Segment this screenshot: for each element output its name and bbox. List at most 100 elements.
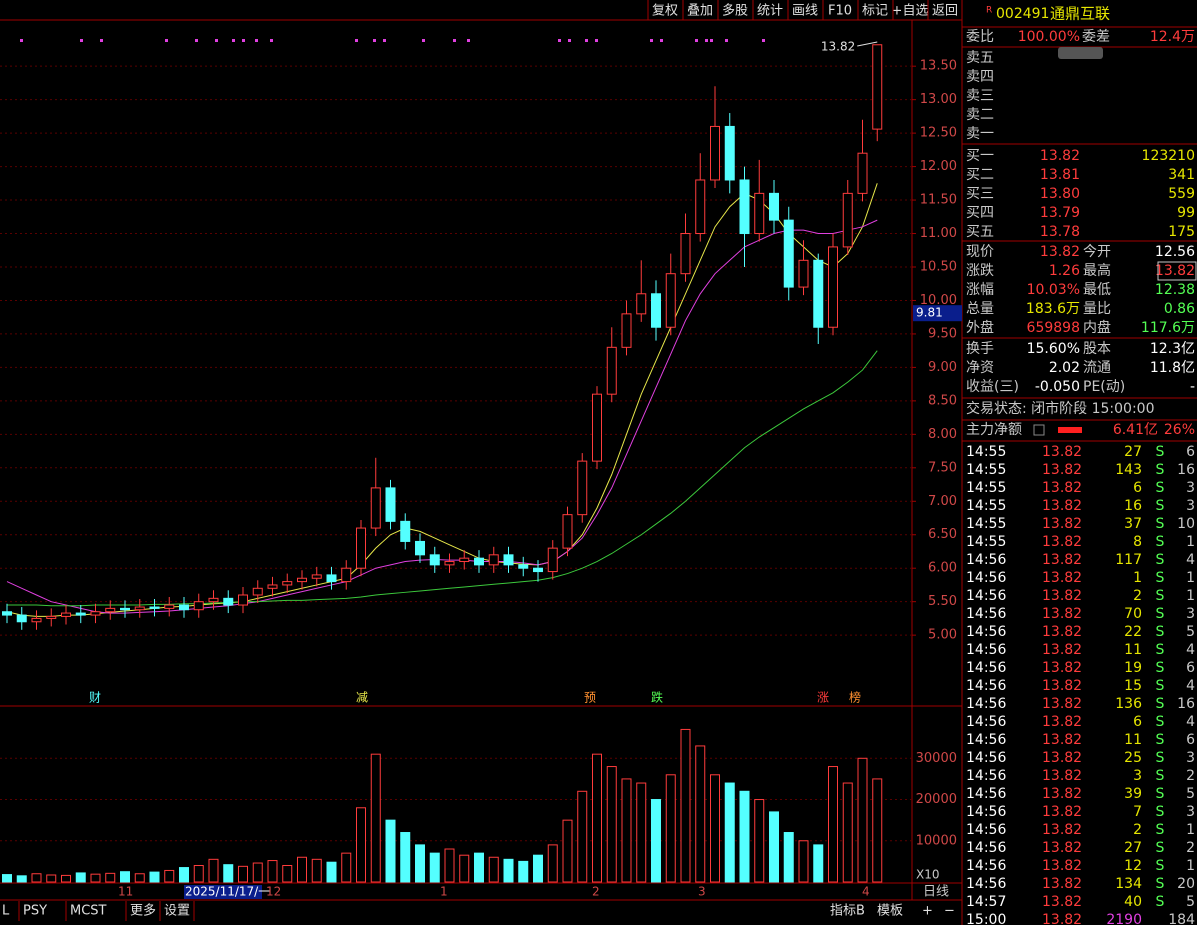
quote-cell: 13.79 [1040,205,1080,221]
toolbar-button[interactable]: 画线 [792,4,818,19]
toolbar-button[interactable]: 多股 [722,3,748,19]
quote-cell: 184 [1168,912,1195,925]
y-tick-label: 5.50 [928,594,957,609]
marker-dot [422,39,425,42]
quote-cell: 14:55 [966,462,1006,478]
quote-cell: 12.56 [1155,244,1195,260]
y-tick-label: 12.50 [920,126,957,141]
quote-cell: 14:56 [966,876,1006,892]
candle-body [311,574,322,579]
candle-body [267,584,278,589]
quote-cell: S [1156,606,1165,622]
toolbar-button[interactable]: 标记 [862,4,888,19]
quote-cell: 6.41亿 [1113,422,1158,438]
period-label[interactable]: 日线 [923,885,949,900]
quote-cell: 外盘 [966,319,994,336]
quote-cell: 117 [1115,552,1142,568]
quote-cell: 16 [1177,462,1195,478]
volume-bar [459,854,470,883]
quote-cell: 3 [1186,480,1195,496]
bottom-right-tab[interactable]: 模板 [877,904,903,919]
quote-cell: 13.81 [1040,167,1080,183]
quote-cell: 14:56 [966,750,1006,766]
stock-code: 002491 [996,6,1049,22]
candle-body [75,612,86,616]
y-tick-label: 5.00 [928,628,957,643]
volume-bar [503,858,514,883]
y-tick-label: 13.00 [920,92,957,107]
candle-body [208,597,219,603]
quote-cell: 7 [1133,804,1142,820]
candle-body [533,567,543,573]
quote-cell: 14:56 [966,642,1006,658]
bottom-right-tab[interactable]: − [944,904,955,919]
quote-cell: 13.78 [1040,224,1080,240]
volume-bar [297,856,307,883]
volume-bar [341,852,352,883]
volume-bar [223,864,234,883]
quote-cell: 2 [1133,822,1142,838]
quote-cell: 最低 [1083,282,1111,298]
quote-cell: 14:56 [966,714,1006,730]
candle-body [297,577,307,583]
y-tick-label: 20000 [916,792,957,807]
volume-bar [75,872,86,883]
quote-cell: 136 [1115,696,1142,712]
volume-bar [415,844,425,883]
toolbar-button[interactable]: 叠加 [687,4,713,19]
candle-body [547,547,558,573]
quote-cell: 涨幅 [966,282,994,298]
volume-bar [385,819,396,883]
candle-body [223,597,234,606]
toolbar-button[interactable]: 返回 [932,4,958,19]
quote-cell: 2190 [1106,912,1142,925]
marker-dot [453,39,456,42]
collapse-button[interactable] [1058,47,1103,59]
quote-cell: S [1156,516,1165,532]
toolbar-button[interactable]: +自选 [892,4,929,19]
marker-dot [80,39,83,42]
quote-cell: S [1156,840,1165,856]
volume-bar [356,807,366,883]
toolbar-button[interactable]: F10 [828,4,852,19]
bottom-tab[interactable]: L [2,904,10,919]
quote-cell: 13.82 [1042,516,1082,532]
volume-bar [16,875,27,883]
y-tick-label: 9.00 [928,360,957,375]
quote-cell: 2.02 [1049,360,1080,376]
bottom-tab[interactable]: 更多 [130,903,156,919]
toolbar-button[interactable]: 统计 [757,4,783,19]
quote-cell: 2 [1133,588,1142,604]
volume-bar [105,872,116,883]
candle-body [105,607,116,613]
quote-cell: 3 [1186,750,1195,766]
quote-cell: 14:55 [966,498,1006,514]
quote-cell: 6 [1133,480,1142,496]
volume-bar [400,832,411,883]
bottom-right-tab[interactable]: + [922,904,933,919]
bottom-tab[interactable]: PSY [23,904,47,919]
volume-bar [252,862,263,883]
marker-dot [762,39,765,42]
moving-average [7,350,878,607]
volume-bar [179,867,189,883]
quote-cell: 13.82 [1042,444,1082,460]
quote-cell: 19 [1124,660,1142,676]
quote-cell: 交易状态: 闭市阶段 15:00:00 [966,400,1155,417]
candle-body [606,346,617,395]
candle-body [164,604,175,609]
candle-body [120,607,130,611]
quote-cell: 12 [1124,858,1142,874]
quote-cell: 13.82 [1040,148,1080,164]
candle-body [680,233,691,275]
bottom-tab[interactable]: MCST [70,904,107,919]
quote-cell: 14:55 [966,534,1006,550]
quote-cell: 买一 [966,148,994,164]
quote-cell: 6 [1133,714,1142,730]
bottom-tab[interactable]: 设置 [164,904,190,919]
bottom-right-tab[interactable]: 指标B [830,904,865,919]
quote-cell: 4 [1186,678,1195,694]
quote-cell: 13.82 [1042,876,1082,892]
toolbar-button[interactable]: 复权 [652,3,678,19]
event-label: 预 [584,691,596,705]
